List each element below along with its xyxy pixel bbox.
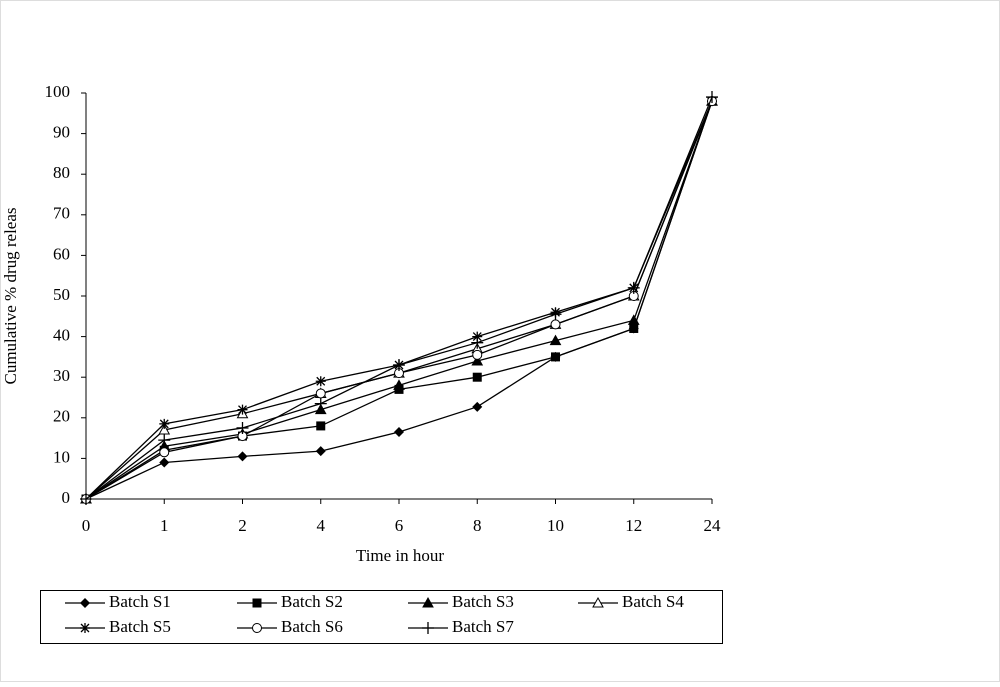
y-tick-label: 30 [53, 366, 70, 385]
marker [550, 319, 561, 330]
marker [393, 359, 405, 372]
marker [471, 336, 484, 349]
marker [472, 372, 482, 382]
marker [315, 376, 326, 387]
marker [80, 623, 90, 633]
marker [592, 596, 604, 608]
marker [315, 446, 326, 457]
marker [549, 308, 562, 321]
x-tick-label: 24 [704, 516, 722, 535]
marker [316, 421, 326, 431]
marker [422, 622, 434, 634]
marker [252, 623, 262, 633]
y-tick-label: 90 [53, 123, 70, 142]
marker [549, 334, 562, 346]
marker [315, 388, 326, 399]
marker [80, 493, 92, 505]
x-tick-label: 6 [395, 516, 404, 535]
x-tick-label: 1 [160, 516, 169, 535]
marker [252, 598, 262, 608]
x-tick-label: 10 [547, 516, 564, 535]
x-tick-label: 0 [82, 516, 91, 535]
y-axis-label: Cumulative % drug releas [1, 207, 20, 384]
marker [706, 91, 718, 104]
marker [158, 434, 171, 447]
marker [159, 457, 170, 468]
marker [627, 314, 640, 325]
y-tick-label: 50 [53, 285, 70, 304]
marker [159, 447, 170, 458]
legend-label: Batch S6 [281, 617, 343, 636]
marker [551, 352, 560, 362]
x-tick-label: 4 [317, 516, 326, 535]
legend-label: Batch S5 [109, 617, 171, 636]
marker [314, 397, 327, 410]
marker [393, 379, 405, 390]
marker [158, 423, 171, 435]
marker [237, 404, 248, 415]
legend-box [40, 590, 723, 644]
x-tick-label: 12 [625, 516, 642, 535]
y-tick-label: 40 [53, 326, 70, 345]
y-tick-label: 10 [53, 447, 70, 466]
marker [472, 349, 483, 360]
y-tick-label: 0 [62, 488, 71, 507]
marker [80, 598, 90, 608]
marker [627, 281, 640, 294]
marker [236, 421, 249, 434]
y-tick-label: 80 [53, 163, 70, 182]
x-tick-label: 2 [238, 516, 247, 535]
y-tick-label: 100 [45, 82, 71, 101]
y-tick-label: 20 [53, 407, 70, 426]
marker [159, 418, 170, 429]
x-tick-label: 8 [473, 516, 482, 535]
x-axis-label: Time in hour [356, 546, 445, 565]
y-tick-label: 60 [53, 244, 70, 263]
legend-label: Batch S2 [281, 592, 343, 611]
marker [422, 596, 434, 608]
marker [472, 331, 483, 342]
legend-label: Batch S1 [109, 592, 171, 611]
marker [629, 323, 639, 333]
legend-label: Batch S7 [452, 617, 514, 636]
legend-label: Batch S3 [452, 592, 514, 611]
marker [394, 427, 404, 438]
marker [237, 451, 248, 462]
y-tick-label: 70 [53, 204, 70, 223]
legend-label: Batch S4 [622, 592, 684, 611]
marker [471, 354, 484, 366]
marker [472, 401, 483, 412]
